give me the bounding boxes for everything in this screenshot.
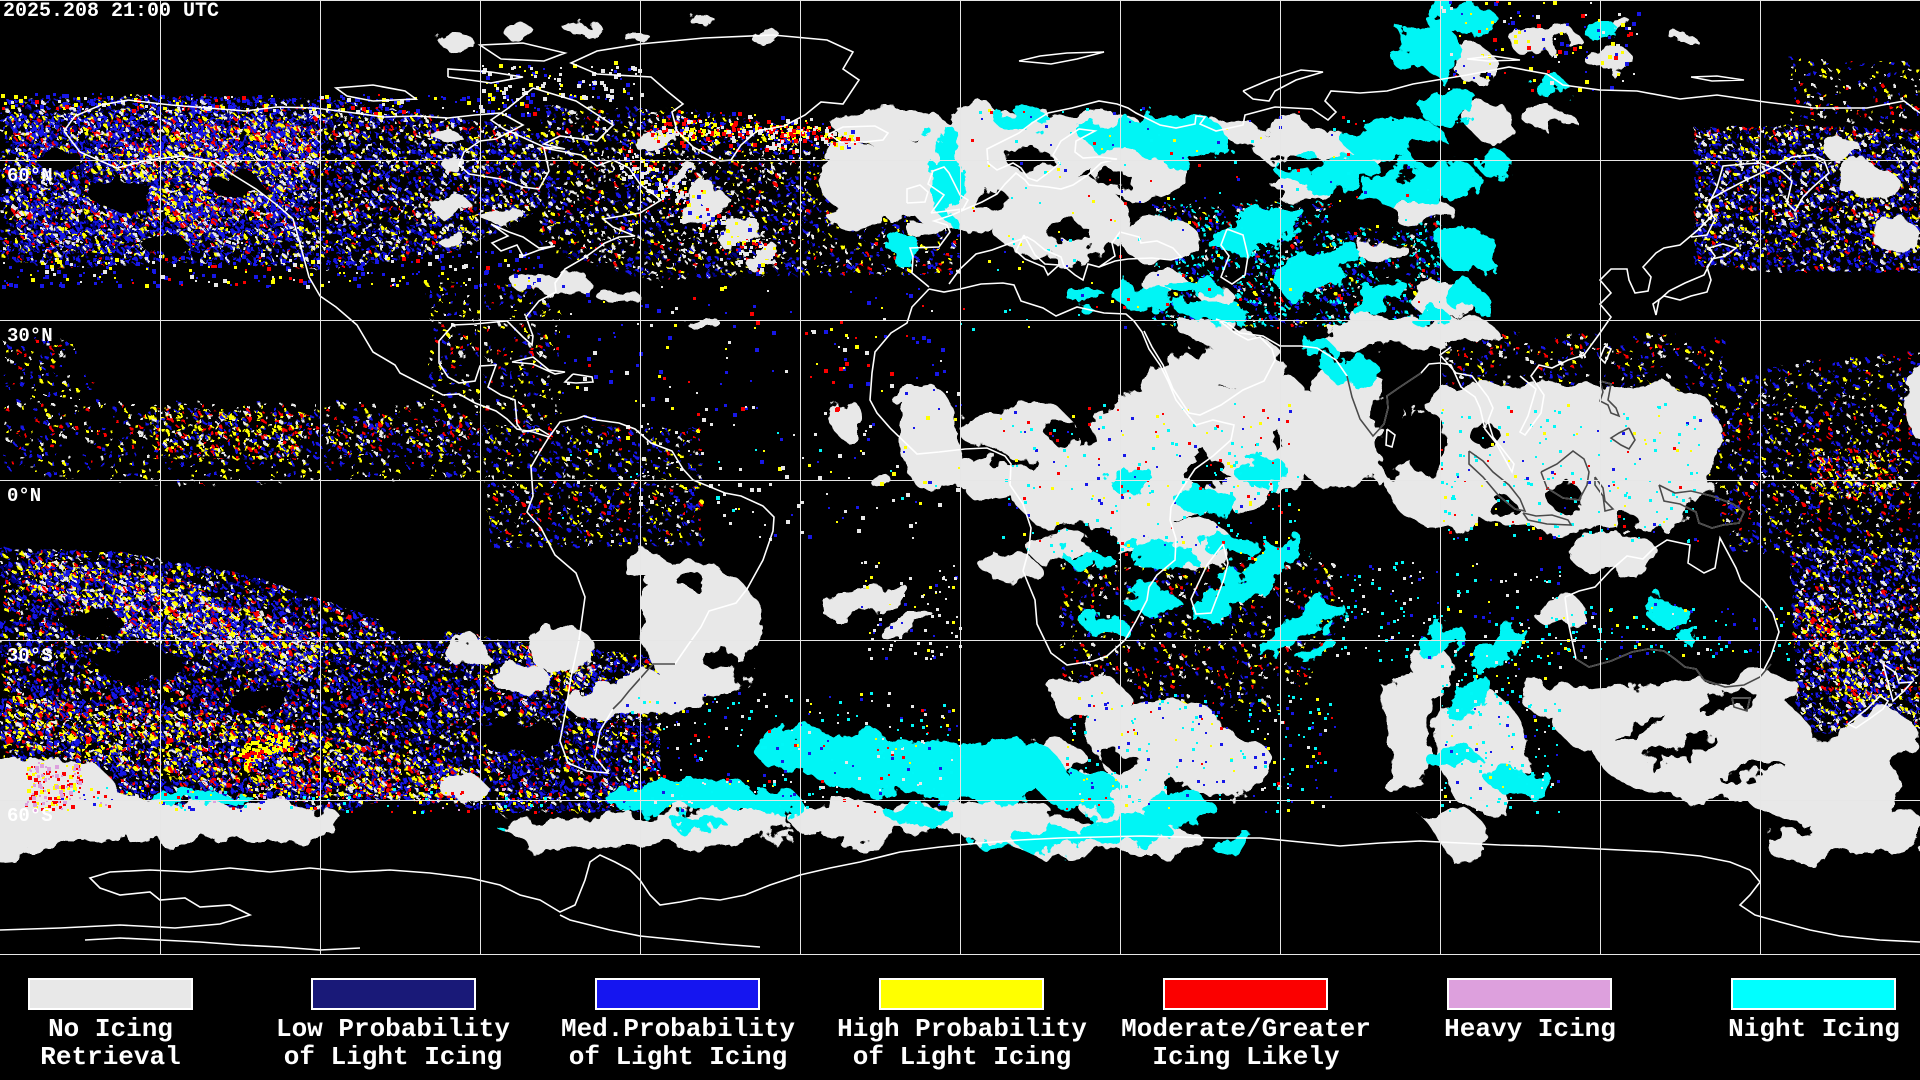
svg-text:Heavy Icing: Heavy Icing bbox=[1444, 1014, 1616, 1044]
svg-text:Icing Likely: Icing Likely bbox=[1152, 1042, 1340, 1072]
svg-text:2025.208 21:00 UTC: 2025.208 21:00 UTC bbox=[3, 0, 219, 23]
svg-text:Retrieval: Retrieval bbox=[40, 1042, 180, 1072]
svg-text:Night Icing: Night Icing bbox=[1728, 1014, 1900, 1044]
svg-text:Moderate/Greater: Moderate/Greater bbox=[1121, 1014, 1371, 1044]
svg-text:No Icing: No Icing bbox=[48, 1014, 173, 1044]
svg-text:of Light Icing: of Light Icing bbox=[284, 1042, 502, 1072]
svg-text:of Light Icing: of Light Icing bbox=[853, 1042, 1071, 1072]
svg-text:0°N: 0°N bbox=[7, 485, 41, 507]
svg-text:60°N: 60°N bbox=[7, 165, 53, 187]
svg-text:30°N: 30°N bbox=[7, 325, 53, 347]
svg-text:High Probability: High Probability bbox=[837, 1014, 1087, 1044]
svg-text:30°S: 30°S bbox=[7, 645, 53, 667]
svg-text:60°S: 60°S bbox=[7, 805, 53, 827]
svg-text:of Light Icing: of Light Icing bbox=[569, 1042, 787, 1072]
svg-text:Med.Probability: Med.Probability bbox=[561, 1014, 795, 1044]
svg-text:Low Probability: Low Probability bbox=[276, 1014, 510, 1044]
